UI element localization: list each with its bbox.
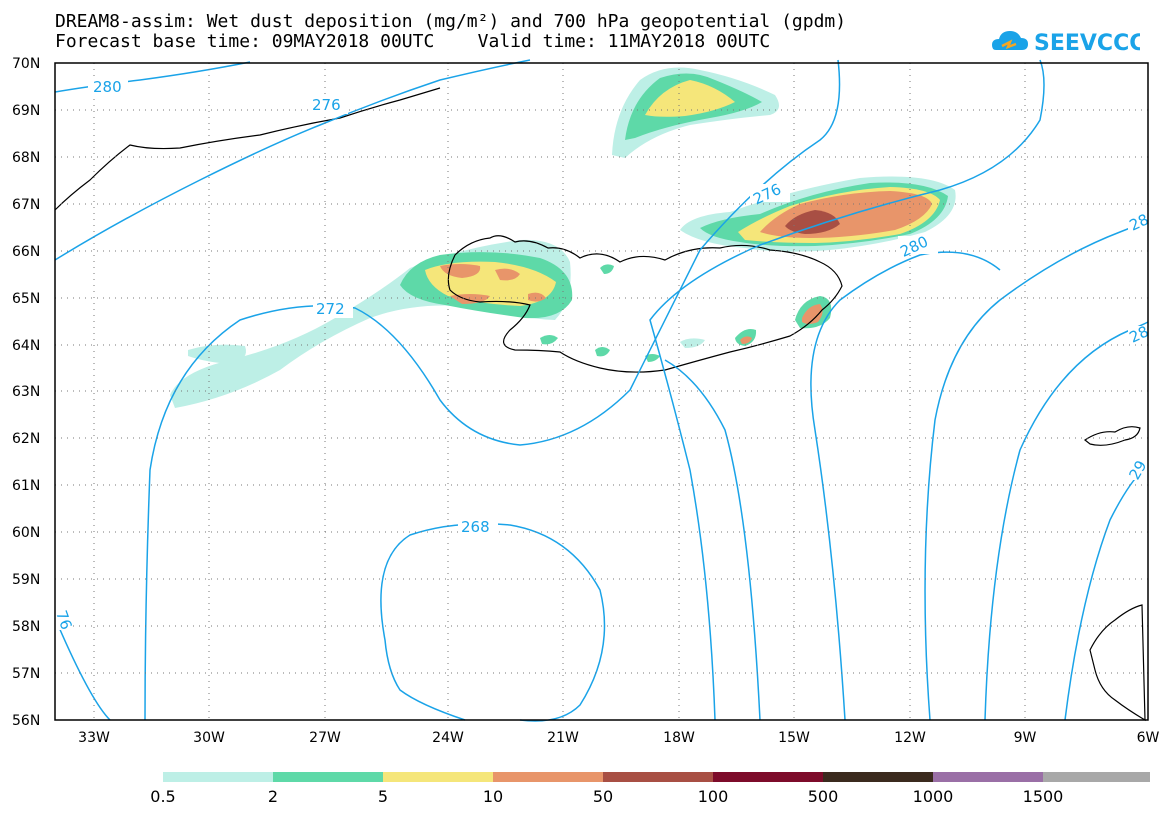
coastlines bbox=[54, 87, 1146, 722]
legend-label: 1500 bbox=[1023, 787, 1064, 806]
dust-deposition-shading bbox=[170, 67, 956, 408]
lon-tick-label: 30W bbox=[193, 730, 225, 746]
lat-tick-label: 64N bbox=[12, 338, 40, 354]
geopotential-contours bbox=[54, 59, 1149, 722]
contour-272-west bbox=[54, 59, 841, 721]
dust-s-spot-2 bbox=[680, 338, 705, 348]
dust-west-orange-4 bbox=[528, 292, 546, 302]
contour-276-east bbox=[664, 359, 761, 721]
lon-tick-label: 12W bbox=[894, 730, 926, 746]
legend-label: 5 bbox=[378, 787, 388, 806]
legend-swatch bbox=[383, 772, 493, 782]
legend-label: 10 bbox=[483, 787, 503, 806]
contour-292 bbox=[1064, 464, 1149, 721]
legend-label: 1000 bbox=[913, 787, 954, 806]
dust-s-spot-3 bbox=[595, 347, 610, 357]
lat-tick-label: 62N bbox=[12, 431, 40, 447]
contour-284 bbox=[924, 221, 1146, 721]
lon-tick-label: 9W bbox=[1014, 730, 1037, 746]
map-frame bbox=[54, 62, 1149, 721]
contour-label: 76 bbox=[52, 608, 75, 632]
dust-westfjords-orange-2 bbox=[495, 268, 520, 281]
lat-tick-label: 56N bbox=[12, 713, 40, 729]
legend-swatch bbox=[273, 772, 383, 782]
legend-swatch bbox=[493, 772, 603, 782]
dust-nw-spot bbox=[600, 264, 614, 274]
dust-se-spot-orange bbox=[802, 304, 823, 324]
legend-label: 2 bbox=[268, 787, 278, 806]
coastline-faroes bbox=[1083, 426, 1141, 446]
legend-label: 100 bbox=[698, 787, 729, 806]
lat-tick-label: 68N bbox=[12, 150, 40, 166]
dust-ne-darkred bbox=[785, 210, 840, 234]
contour-label: 276 bbox=[312, 96, 341, 114]
dust-s-spot-1-orange bbox=[740, 336, 752, 344]
lat-tick-label: 58N bbox=[12, 619, 40, 635]
contour-268 bbox=[380, 523, 606, 722]
dust-patch-west-small bbox=[188, 344, 246, 364]
chart-subtitle: Forecast base time: 09MAY2018 00UTC Vali… bbox=[55, 31, 771, 52]
dust-s-spot-4 bbox=[645, 354, 660, 362]
coastline-greenland bbox=[54, 87, 441, 211]
legend-label: 0.5 bbox=[150, 787, 175, 806]
contour-280-nw bbox=[54, 61, 251, 93]
lon-tick-label: 33W bbox=[78, 730, 110, 746]
lat-tick-label: 66N bbox=[12, 244, 40, 260]
lon-tick-label: 24W bbox=[432, 730, 464, 746]
legend-swatch bbox=[713, 772, 823, 782]
cloud-icon bbox=[992, 31, 1028, 50]
contour-288 bbox=[984, 321, 1149, 721]
logo-text: SEEVCCC bbox=[1034, 31, 1140, 56]
legend-label: 50 bbox=[593, 787, 613, 806]
longitude-labels: 33W 30W 27W 24W 21W 18W 15W 12W 9W 6W bbox=[78, 730, 1159, 746]
lat-tick-label: 67N bbox=[12, 197, 40, 213]
coastline-iceland bbox=[447, 235, 843, 373]
latitude-labels: 70N 69N 68N 67N 66N 65N 64N 63N 62N 61N … bbox=[12, 56, 40, 729]
lat-tick-label: 57N bbox=[12, 666, 40, 682]
graticule bbox=[55, 63, 1148, 720]
legend-swatch bbox=[163, 772, 273, 782]
contour-280-se bbox=[810, 251, 1001, 721]
legend-labels: 0.5 2 5 10 50 100 500 1000 1500 bbox=[150, 787, 1063, 806]
contour-label: 272 bbox=[316, 300, 345, 318]
chart-title: DREAM8-assim: Wet dust deposition (mg/m²… bbox=[55, 11, 847, 32]
legend-colorbar bbox=[163, 772, 1150, 782]
contour-276-north bbox=[54, 59, 531, 261]
contour-label: 280 bbox=[93, 78, 122, 96]
lat-tick-label: 61N bbox=[12, 478, 40, 494]
lon-tick-label: 27W bbox=[309, 730, 341, 746]
lat-tick-label: 63N bbox=[12, 384, 40, 400]
lat-tick-label: 69N bbox=[12, 103, 40, 119]
legend-swatch bbox=[823, 772, 933, 782]
lon-tick-label: 6W bbox=[1137, 730, 1160, 746]
coastline-scotland bbox=[1089, 604, 1146, 722]
legend-swatch bbox=[933, 772, 1043, 782]
lat-tick-label: 59N bbox=[12, 572, 40, 588]
lon-tick-label: 21W bbox=[547, 730, 579, 746]
lon-tick-label: 18W bbox=[663, 730, 695, 746]
seevccc-logo: SEEVCCC bbox=[992, 31, 1140, 56]
dust-north-yellow bbox=[645, 80, 735, 117]
legend-label: 500 bbox=[808, 787, 839, 806]
legend-swatch bbox=[1043, 772, 1150, 782]
legend-swatch bbox=[603, 772, 713, 782]
lat-tick-label: 70N bbox=[12, 56, 40, 72]
contour-label: 268 bbox=[461, 518, 490, 536]
contour-280-east bbox=[649, 59, 1045, 721]
lon-tick-label: 15W bbox=[778, 730, 810, 746]
lat-tick-label: 60N bbox=[12, 525, 40, 541]
lat-tick-label: 65N bbox=[12, 291, 40, 307]
dust-s-spot-5 bbox=[540, 335, 558, 345]
